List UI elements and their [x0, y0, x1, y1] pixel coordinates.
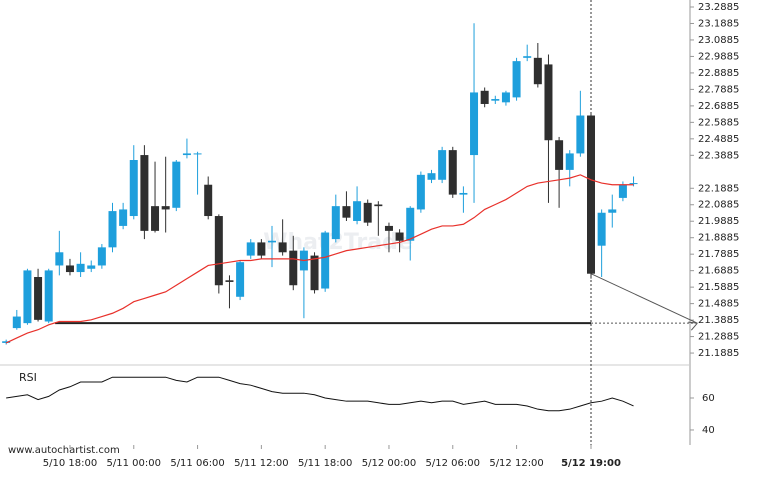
- x-tick-label: 5/11 00:00: [107, 458, 161, 469]
- candle-body: [225, 280, 234, 282]
- moving-average: [5, 174, 634, 344]
- y-tick-label: 21.3885: [698, 315, 739, 326]
- candle-body: [278, 242, 287, 253]
- candle-body: [161, 206, 170, 210]
- y-tick-label: 21.1885: [698, 348, 739, 359]
- y-tick-label: 22.1885: [698, 183, 739, 194]
- candle-body: [374, 204, 383, 207]
- x-tick-label: 5/11 06:00: [170, 458, 224, 469]
- y-tick-label: 21.4885: [698, 299, 739, 310]
- candle-body: [406, 207, 415, 241]
- x-tick-label: 5/10 18:00: [43, 458, 97, 469]
- candle-body: [395, 232, 404, 241]
- candle-body: [470, 92, 479, 156]
- candle-body: [236, 262, 245, 297]
- y-tick-label: 22.4885: [698, 134, 739, 145]
- candle-body: [331, 206, 340, 240]
- projection-arrow: [590, 273, 698, 324]
- candle-body: [438, 150, 447, 180]
- candle-body: [512, 61, 521, 98]
- y-tick-label: 21.9885: [698, 216, 739, 227]
- candle-body: [629, 183, 638, 185]
- candle-body: [353, 201, 362, 221]
- candle-body: [597, 212, 606, 246]
- y-tick-label: 22.8885: [698, 68, 739, 79]
- candle-body: [555, 140, 564, 170]
- candle-body: [268, 240, 277, 243]
- x-tick-label: 5/12 19:00: [561, 458, 621, 469]
- candle-body: [193, 153, 202, 155]
- y-tick-label: 22.0885: [698, 200, 739, 211]
- candle-body: [65, 265, 74, 273]
- y-tick-label: 21.7885: [698, 249, 739, 260]
- candle-body: [34, 277, 43, 320]
- y-tick-label: 22.6885: [698, 101, 739, 112]
- y-tick-label: 22.5885: [698, 117, 739, 128]
- candle-body: [182, 153, 191, 156]
- x-tick-label: 5/12 12:00: [489, 458, 543, 469]
- candle-body: [246, 242, 255, 256]
- y-tick-label: 21.2885: [698, 332, 739, 343]
- candle-body: [214, 216, 223, 286]
- y-tick-label: 23.1885: [698, 18, 739, 29]
- candle-body: [480, 90, 489, 104]
- arrow-head: [688, 321, 698, 331]
- candle-body: [172, 161, 181, 208]
- candle-body: [108, 211, 117, 248]
- y-tick-label: 22.7885: [698, 84, 739, 95]
- candle-body: [427, 173, 436, 180]
- candle-body: [544, 64, 553, 141]
- candle-body: [448, 150, 457, 195]
- y-tick-label: 23.2885: [698, 2, 739, 13]
- candle-body: [618, 184, 627, 198]
- rsi-title: RSI: [19, 371, 37, 384]
- x-tick-label: 5/11 12:00: [234, 458, 288, 469]
- candle-body: [321, 232, 330, 289]
- y-tick-label: 21.6885: [698, 266, 739, 277]
- candle-body: [576, 115, 585, 154]
- candle-body: [523, 56, 532, 58]
- candle-body: [129, 160, 138, 217]
- candle-body: [491, 99, 500, 101]
- y-tick-label: 21.5885: [698, 282, 739, 293]
- x-tick-label: 5/12 00:00: [362, 458, 416, 469]
- candle-body: [119, 209, 128, 226]
- candle-body: [608, 209, 617, 213]
- rsi-line: [6, 376, 634, 412]
- candle-body: [310, 255, 319, 291]
- y-tick-label: 21.8885: [698, 233, 739, 244]
- candle-body: [501, 92, 510, 103]
- candle-body: [44, 270, 53, 322]
- candle-body: [384, 225, 393, 231]
- candle-body: [459, 192, 468, 195]
- candle-body: [12, 316, 21, 329]
- y-tick-label: 22.9885: [698, 51, 739, 62]
- candle-body: [533, 57, 542, 85]
- candle-body: [289, 250, 298, 286]
- candle-body: [55, 252, 64, 266]
- candle-body: [363, 202, 372, 223]
- candle-body: [342, 206, 351, 218]
- rsi-tick-label: 60: [702, 393, 715, 404]
- candle-body: [151, 206, 160, 231]
- x-tick-label: 5/11 18:00: [298, 458, 352, 469]
- candle-body: [587, 115, 596, 274]
- candle-body: [76, 263, 85, 273]
- rsi-tick-label: 40: [702, 425, 715, 436]
- candle-body: [2, 341, 11, 343]
- candle-body: [416, 174, 425, 210]
- x-tick-label: 5/12 06:00: [426, 458, 480, 469]
- candle-body: [97, 247, 106, 266]
- source: www.autochartist.com: [8, 445, 120, 456]
- candle-body: [87, 265, 96, 269]
- candle-body: [23, 270, 32, 324]
- candle-body: [257, 242, 266, 256]
- candle-body: [565, 153, 574, 170]
- candle-body: [204, 184, 213, 217]
- y-tick-label: 22.3885: [698, 150, 739, 161]
- candle-body: [140, 155, 149, 231]
- y-tick-label: 23.0885: [698, 35, 739, 46]
